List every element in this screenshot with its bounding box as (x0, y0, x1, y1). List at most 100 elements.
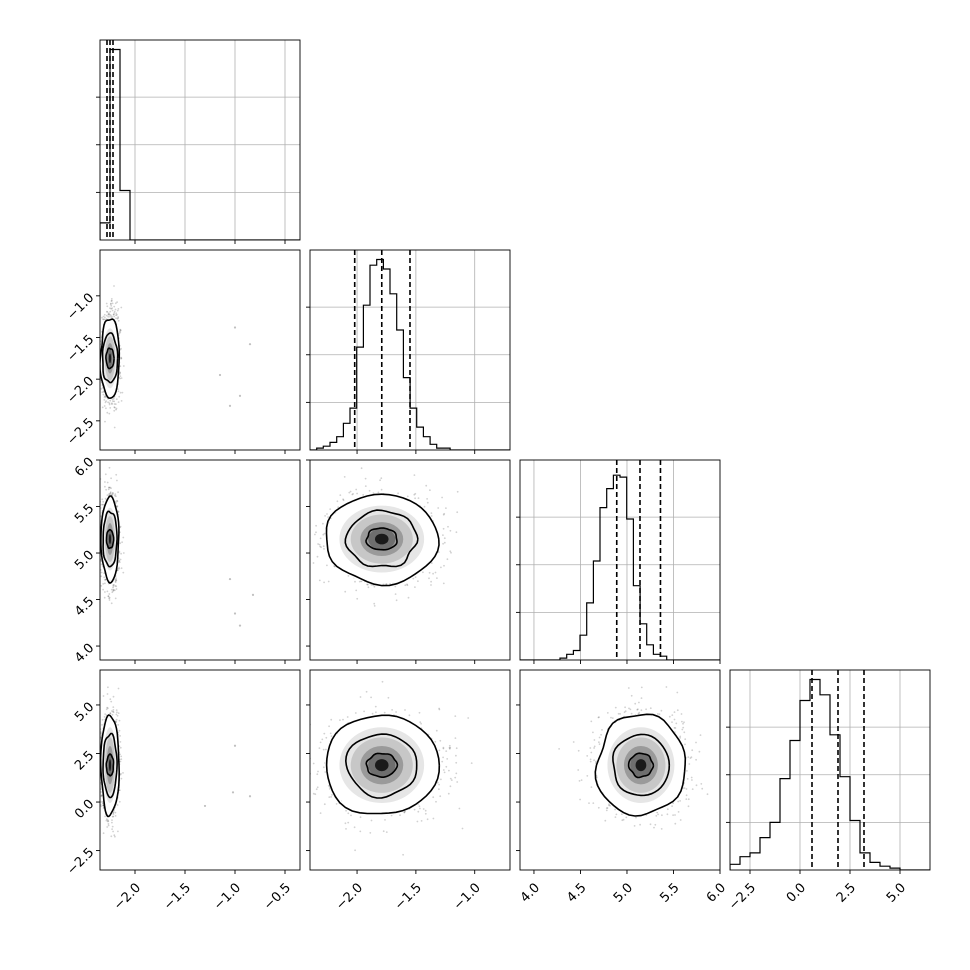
scatter-point (114, 302, 117, 305)
scatter-point (120, 347, 122, 350)
scatter-point (120, 772, 122, 775)
panel-1-0 (98, 249, 301, 451)
scatter-point (103, 405, 106, 407)
scatter-point (108, 599, 111, 601)
scatter-point (109, 491, 112, 494)
scatter-point (104, 401, 107, 404)
scatter-point (111, 299, 113, 302)
scatter-point (440, 566, 442, 569)
scatter-point (362, 494, 365, 496)
scatter-point (104, 579, 106, 581)
scatter-point (303, 536, 305, 538)
scatter-point (104, 395, 107, 398)
scatter-point (101, 316, 103, 319)
scatter-point (108, 313, 110, 316)
scatter-point (318, 579, 321, 582)
scatter-point (327, 580, 330, 583)
outlier-point (233, 326, 237, 329)
scatter-point (115, 473, 118, 476)
scatter-point (442, 527, 445, 530)
outlier-point (248, 343, 252, 346)
scatter-point (449, 550, 452, 553)
scatter-point (430, 580, 432, 583)
scatter-point (432, 572, 434, 575)
scatter-point (318, 543, 321, 546)
scatter-point (455, 531, 458, 534)
scatter-point (105, 302, 108, 305)
scatter-point (348, 491, 351, 494)
scatter-point (320, 546, 322, 549)
contour-line (365, 527, 398, 551)
scatter-point (120, 400, 123, 402)
scatter-point (107, 313, 110, 316)
outlier-point (218, 373, 222, 377)
scatter-point (98, 350, 100, 352)
scatter-point (397, 492, 399, 495)
scatter-point (110, 487, 112, 490)
scatter-point (110, 493, 112, 496)
scatter-point (110, 700, 113, 703)
scatter-point (113, 406, 116, 409)
scatter-point (113, 312, 116, 314)
scatter-point (426, 501, 429, 504)
scatter-point (111, 815, 114, 818)
scatter-point (306, 511, 308, 513)
scatter-point (109, 310, 112, 313)
scatter-point (101, 391, 104, 394)
scatter-point (104, 485, 106, 488)
scatter-point (442, 582, 445, 585)
scatter-point (115, 502, 117, 504)
scatter-point (107, 823, 110, 825)
scatter-point (116, 499, 118, 502)
scatter-point (322, 545, 325, 548)
scatter-point (114, 403, 117, 405)
scatter-point (110, 477, 112, 480)
scatter-point (104, 582, 106, 585)
scatter-point (110, 298, 113, 300)
scatter-point (106, 706, 108, 709)
scatter-point (104, 473, 107, 476)
scatter-point (417, 580, 419, 583)
scatter-point (119, 331, 122, 334)
scatter-point (116, 569, 119, 572)
scatter-point (95, 502, 97, 504)
contour-line (105, 347, 115, 370)
scatter-point (437, 551, 440, 553)
scatter-point (115, 579, 118, 582)
scatter-point (100, 585, 103, 587)
scatter-point (333, 565, 336, 568)
scatter-point (107, 488, 110, 491)
scatter-point (342, 499, 345, 502)
scatter-point (356, 492, 358, 495)
scatter-point (109, 486, 111, 489)
scatter-point (323, 532, 326, 535)
scatter-point (414, 492, 417, 495)
contour-line (101, 332, 119, 384)
scatter-point (108, 412, 111, 415)
density-level (108, 353, 112, 364)
scatter-point (112, 695, 115, 698)
scatter-point (120, 377, 123, 379)
scatter-point (379, 479, 381, 482)
scatter-point (109, 307, 111, 310)
scatter-point (113, 305, 116, 308)
scatter-point (114, 815, 117, 817)
scatter-point (117, 390, 120, 393)
scatter-point (449, 529, 452, 532)
panel-frame (99, 459, 301, 661)
scatter-point (114, 580, 117, 583)
scatter-point (101, 503, 103, 506)
scatter-point (394, 585, 397, 588)
scatter-point (413, 474, 416, 476)
scatter-point (407, 596, 410, 599)
scatter-point (118, 566, 120, 569)
scatter-point (373, 585, 376, 588)
scatter-point (115, 398, 118, 401)
scatter-point (112, 710, 114, 713)
scatter-point (112, 313, 115, 316)
scatter-point (105, 396, 107, 399)
scatter-point (111, 315, 113, 318)
scatter-point (109, 407, 112, 409)
scatter-point (116, 714, 119, 717)
